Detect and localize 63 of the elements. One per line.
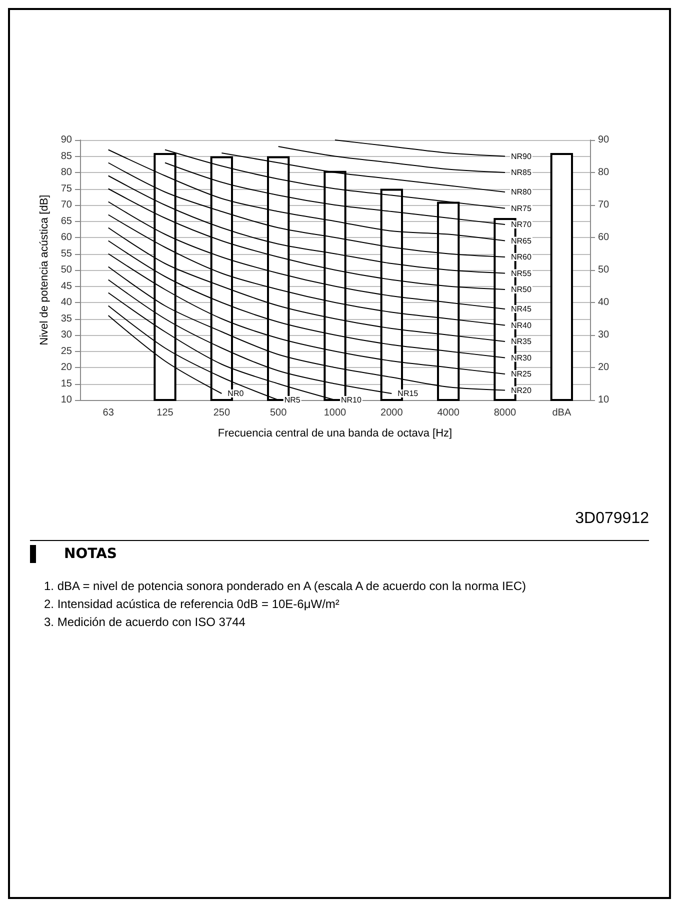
series-label: NR0: [228, 389, 244, 398]
y2-tick-label: 60: [598, 232, 610, 243]
y-tick-label: 85: [60, 150, 72, 162]
y-tick-label: 45: [60, 280, 72, 292]
x-axis-title: Frecuencia central de una banda de octava [Hz]: [218, 428, 452, 440]
series-label: NR5: [284, 396, 301, 404]
y2-tick-label: 90: [598, 134, 610, 146]
text: 1. dBA = nivel de potencia sonora ponderado en A (escala A de acuerdo con la norma IEC): [44, 578, 527, 595]
x-tick-label: 500: [270, 408, 288, 418]
y2-tick-label: 20: [598, 362, 610, 373]
series-label: NR65: [511, 236, 532, 246]
y2-tick-label: 80: [598, 167, 610, 178]
y2-tick-label: 50: [598, 264, 610, 276]
text: 2. Intensidad acústica de referencia 0dB = 10E-6μW/m²: [44, 596, 340, 613]
y-tick-label: 15: [60, 378, 72, 390]
y-tick-label: 25: [60, 346, 72, 357]
y-tick-label: 55: [60, 248, 72, 260]
series-label: NR70: [511, 220, 532, 229]
y2-tick-label: 10: [598, 394, 610, 406]
series-label: NR90: [511, 152, 532, 161]
series-label: NR25: [511, 370, 532, 378]
series-label: NR60: [511, 252, 532, 262]
x-tick-label: 2000: [380, 408, 404, 418]
y-tick-label: 40: [60, 297, 72, 308]
y-tick-label: 75: [60, 183, 72, 194]
y-tick-label: 50: [60, 264, 72, 276]
y-tick-label: 70: [60, 200, 72, 210]
y-tick-label: 80: [60, 167, 72, 178]
line-series: [334, 140, 506, 157]
y-tick-label: 20: [60, 362, 72, 373]
y-tick-label: 90: [60, 134, 72, 146]
y-tick-label: 60: [60, 232, 72, 243]
series-label: NR20: [511, 386, 532, 395]
x-tick-label: 8000: [494, 408, 517, 418]
x-tick-label: 63: [102, 408, 114, 418]
y2-tick-label: 70: [598, 200, 610, 210]
y2-tick-label: 40: [598, 297, 610, 308]
y2-tick-label: 30: [598, 330, 610, 340]
series-label: NR85: [511, 168, 532, 177]
x-tick-label: 250: [213, 408, 230, 418]
y-tick-label: 35: [60, 313, 72, 324]
text: NOTAS: [64, 546, 117, 562]
series-label: NR30: [511, 353, 532, 362]
series-label: NR80: [511, 188, 532, 196]
text: 3. Medición de acuerdo con ISO 3744: [44, 614, 246, 631]
y-axis-title: Nivel de potencia acústica [dB]: [38, 194, 50, 346]
line-series: [278, 146, 506, 173]
text: 3D079912: [30, 510, 649, 541]
series-label: NR45: [511, 304, 532, 314]
series-label: NR40: [511, 320, 532, 330]
series-label: NR50: [511, 285, 532, 294]
y-tick-label: 65: [60, 216, 72, 227]
x-tick-label: 4000: [437, 408, 460, 418]
series-label: NR55: [511, 268, 532, 278]
x-tick-label: 1000: [324, 408, 347, 418]
y-tick-label: 10: [60, 394, 72, 406]
y-tick-label: 30: [60, 330, 72, 340]
series-label: NR15: [398, 389, 419, 398]
x-tick-label: dBA: [552, 408, 572, 418]
series-label: NR10: [341, 396, 362, 404]
series-label: NR35: [511, 337, 532, 346]
x-tick-label: 125: [156, 408, 174, 418]
series-label: NR75: [511, 204, 532, 213]
